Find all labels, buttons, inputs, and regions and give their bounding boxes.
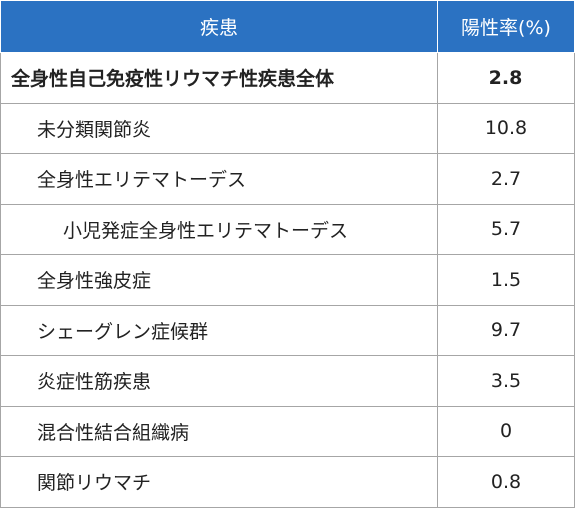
rate: 5.7 [437,203,575,255]
disease: 全身性自己免疫性リウマチ性疾患全体 [0,52,438,104]
disease: 炎症性筋疾患 [0,355,438,407]
rate: 10.8 [437,102,575,154]
disease: 未分類関節炎 [0,102,438,154]
header-row: 疾患 陽性率(%) [0,0,575,53]
rate: 3.5 [437,355,575,407]
row: 全身性自己免疫性リウマチ性疾患全体 2.8 [0,52,575,104]
rate: 2.7 [437,153,575,205]
row: 全身性強皮症 1.5 [0,254,575,306]
header-cell: 疾患 [0,0,438,53]
row: シェーグレン症候群 9.7 [0,304,575,356]
header-cell: 陽性率(%) [437,0,575,53]
row: 全身性エリテマトーデス 2.7 [0,153,575,205]
row: 小児発症全身性エリテマトーデス 5.7 [0,203,575,255]
row: 炎症性筋疾患 3.5 [0,355,575,407]
row: 混合性結合組織病 0 [0,405,575,457]
row: 関節リウマチ 0.8 [0,456,575,508]
rate: 9.7 [437,304,575,356]
rate: 2.8 [437,52,575,104]
disease: シェーグレン症候群 [0,304,438,356]
rate: 1.5 [437,254,575,306]
disease: 全身性強皮症 [0,254,438,306]
disease: 混合性結合組織病 [0,405,438,457]
disease: 関節リウマチ [0,456,438,508]
rate: 0 [437,405,575,457]
disease: 全身性エリテマトーデス [0,153,438,205]
rate: 0.8 [437,456,575,508]
disease: 小児発症全身性エリテマトーデス [0,203,438,255]
row: 未分類関節炎 10.8 [0,102,575,154]
